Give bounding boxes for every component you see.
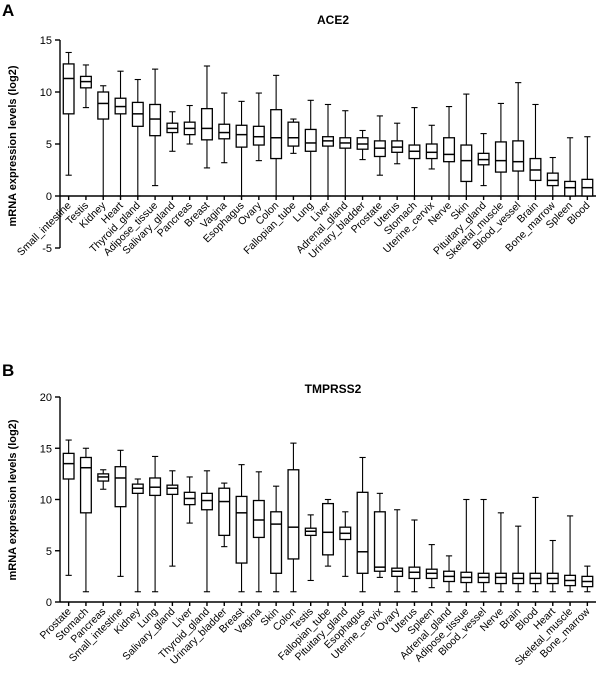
panel-b-ylabel: mRNA expression levels (log2): [7, 419, 19, 580]
box: [443, 137, 456, 163]
y-tick-label: 20: [40, 392, 52, 404]
box: [62, 452, 75, 480]
box: [546, 172, 559, 187]
panel-a-chart: -5051015Small_intestineTestisKidneyHeart…: [15, 35, 596, 262]
box: [149, 103, 162, 137]
box: [200, 492, 213, 511]
y-tick-label: 0: [46, 191, 52, 203]
box: [79, 456, 92, 514]
box: [287, 121, 300, 147]
panel-a-title: ACE2: [317, 13, 349, 27]
panel-b-letter: B: [2, 361, 14, 380]
box: [321, 502, 335, 556]
box: [218, 123, 231, 140]
panel-a-ylabel: mRNA expression levels (log2): [7, 65, 19, 226]
box: [252, 125, 265, 146]
box: [200, 107, 213, 141]
box: [564, 180, 577, 197]
box: [391, 567, 404, 578]
y-tick-label: -5: [42, 243, 52, 255]
y-tick-label: 15: [40, 35, 52, 47]
y-tick-label: 15: [40, 443, 52, 455]
y-tick-label: 10: [40, 495, 52, 507]
y-tick-label: 0: [46, 597, 52, 609]
box: [235, 124, 248, 148]
panel-b-chart: 05101520ProstateStomachPancreasSmall_int…: [38, 392, 596, 668]
box: [62, 63, 75, 115]
box: [460, 144, 473, 183]
box: [270, 511, 283, 574]
box: [356, 491, 369, 574]
box: [287, 469, 300, 560]
box: [304, 128, 317, 152]
box: [235, 495, 248, 564]
y-tick-label: 5: [46, 139, 52, 151]
box: [218, 487, 231, 537]
y-tick-label: 5: [46, 546, 52, 558]
box: [166, 484, 179, 496]
box-highlighted: [97, 91, 110, 120]
panel-a-letter: A: [2, 1, 14, 20]
box: [494, 141, 507, 173]
box: [425, 143, 438, 160]
box: [114, 466, 127, 508]
box: [373, 511, 386, 572]
box: [494, 572, 507, 585]
panel-b-title: TMPRSS2: [305, 382, 362, 396]
box: [252, 499, 265, 539]
box: [512, 140, 525, 172]
box: [270, 109, 283, 160]
y-tick-label: 10: [40, 87, 52, 99]
